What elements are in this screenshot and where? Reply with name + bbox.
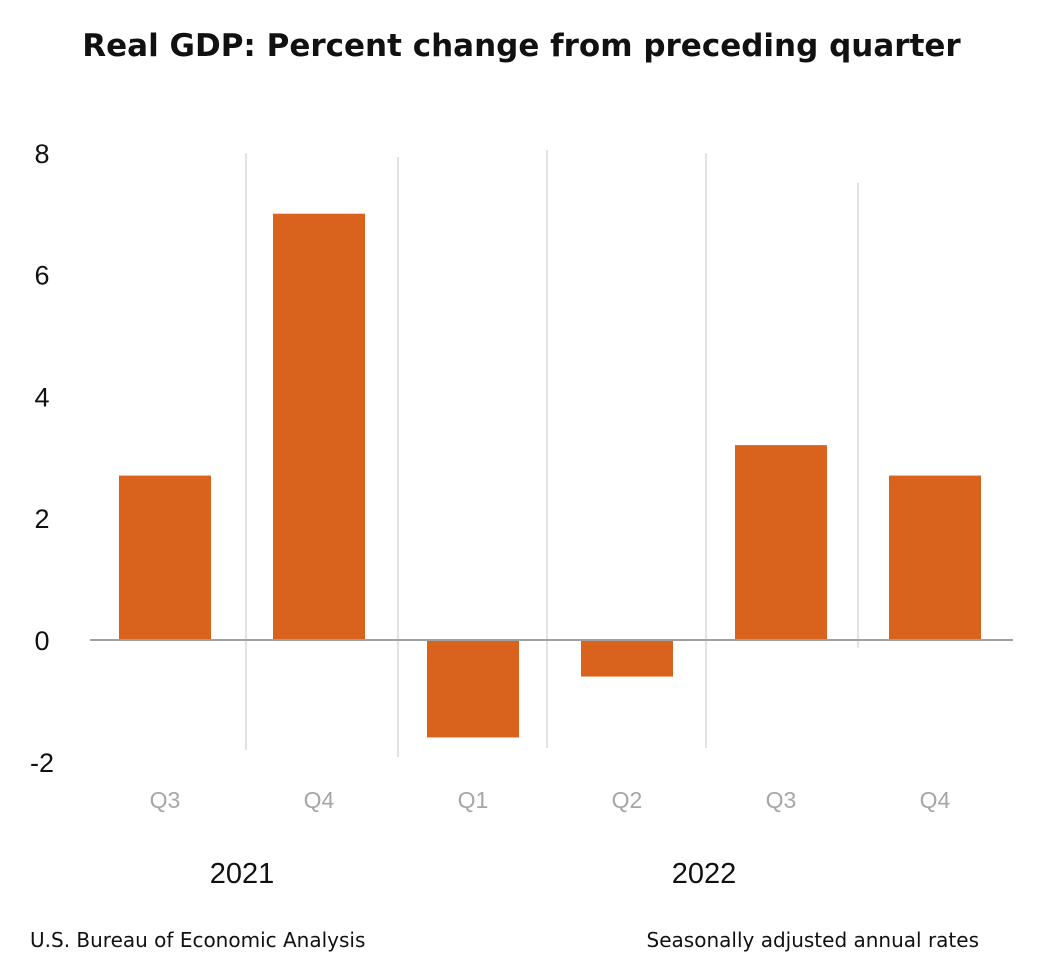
year-group-label: 2021	[210, 858, 275, 890]
x-tick-label: Q3	[766, 787, 797, 813]
x-tick-label: Q4	[920, 787, 951, 813]
bar	[581, 640, 673, 677]
bar	[273, 213, 365, 640]
y-tick-label: 0	[34, 626, 49, 656]
y-tick-label: 8	[34, 139, 49, 169]
source-note: U.S. Bureau of Economic Analysis	[30, 928, 366, 952]
bar	[119, 475, 211, 640]
chart-title: Real GDP: Percent change from preceding …	[82, 28, 961, 64]
y-tick-label: -2	[30, 748, 54, 778]
rate-note: Seasonally adjusted annual rates	[646, 928, 979, 952]
y-tick-label: 4	[34, 382, 49, 412]
bar	[735, 445, 827, 640]
x-tick-label: Q2	[612, 787, 643, 813]
x-tick-label: Q3	[150, 787, 181, 813]
year-group-label: 2022	[672, 858, 737, 890]
x-tick-label: Q4	[304, 787, 335, 813]
x-tick-label: Q1	[458, 787, 489, 813]
bar	[889, 475, 981, 640]
y-tick-label: 2	[34, 504, 49, 534]
bar	[427, 640, 519, 738]
y-tick-label: 6	[34, 261, 49, 291]
